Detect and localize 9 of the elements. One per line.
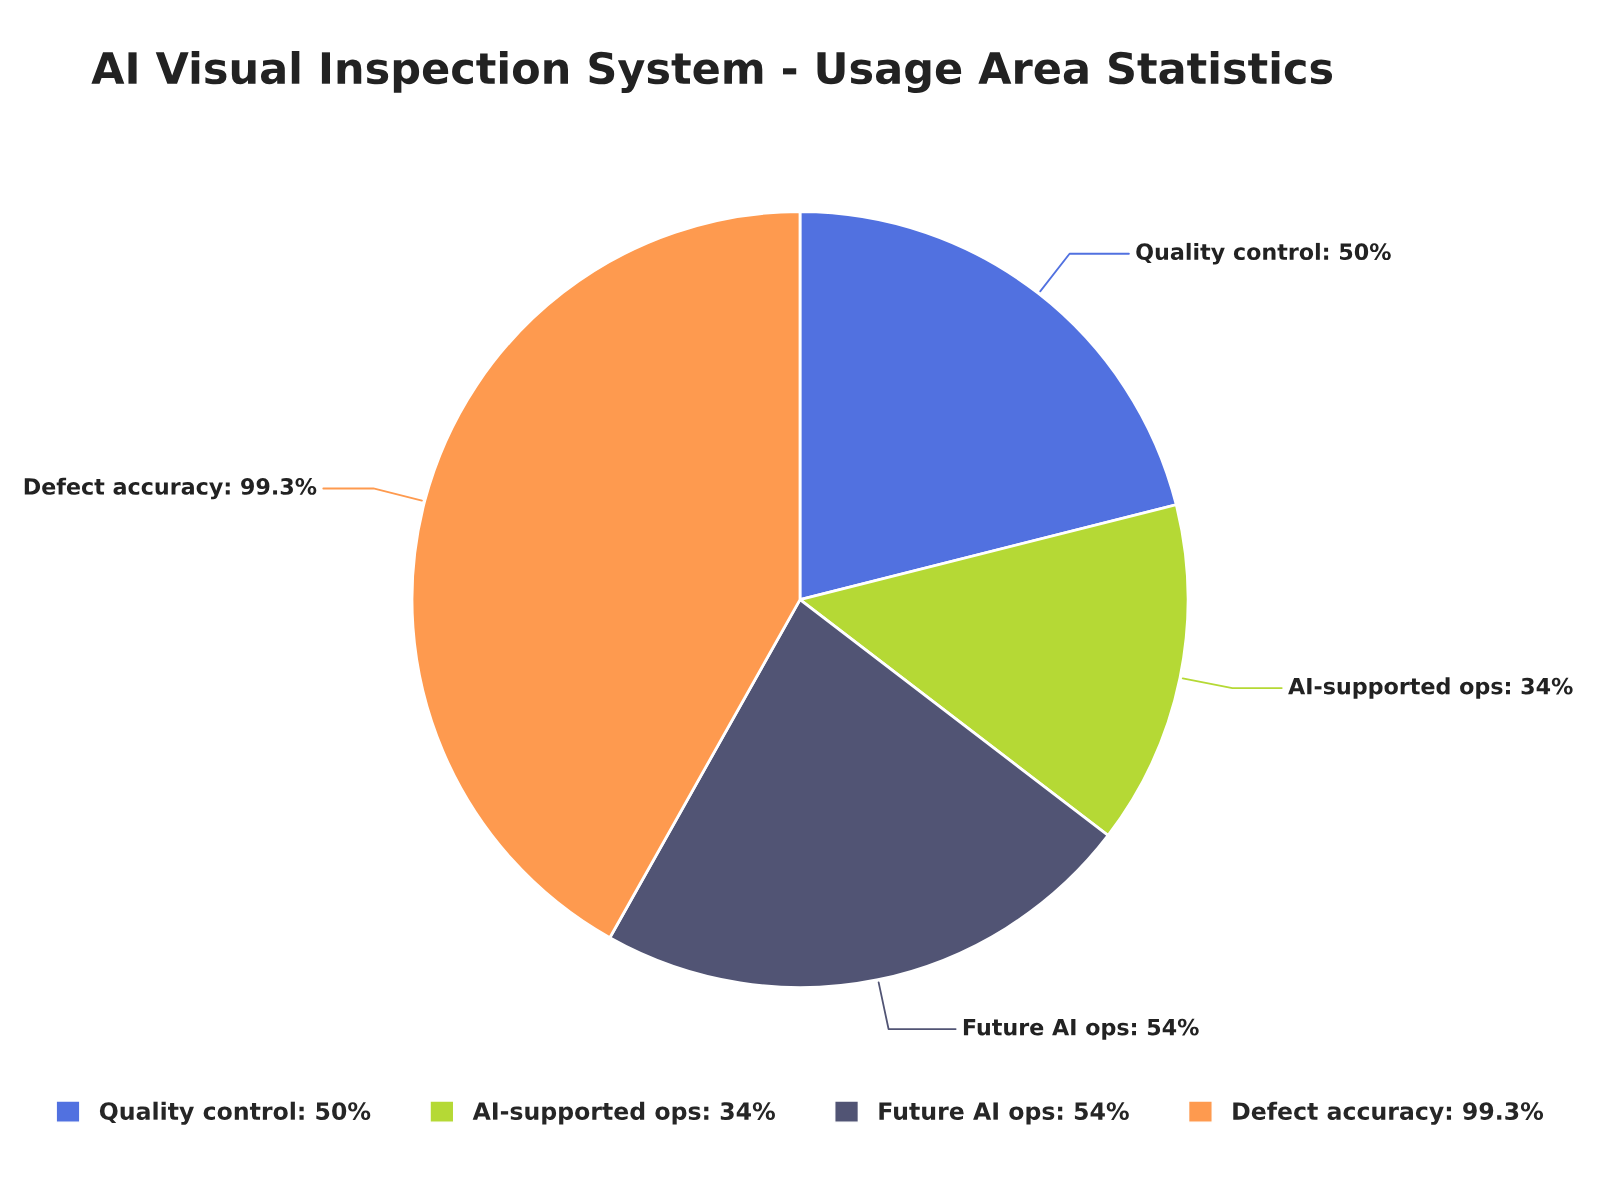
- slice-label: AI-supported ops: 34%: [1288, 677, 1573, 699]
- slice-label: Defect accuracy: 99.3%: [24, 477, 317, 500]
- legend-label: Future AI ops: 54%: [879, 1102, 1129, 1125]
- chart-title: AI Visual Inspection System - Usage Area Statistics: [91, 51, 1333, 93]
- legend-label: Quality control: 50%: [99, 1101, 371, 1125]
- slice-label: Future AI ops: 54%: [963, 1018, 1199, 1040]
- legend-label: AI-supported ops: 34%: [472, 1101, 775, 1125]
- legend-label: Defect accuracy: 99.3%: [1233, 1101, 1544, 1125]
- slice-label: Quality control: 50%: [1136, 242, 1391, 265]
